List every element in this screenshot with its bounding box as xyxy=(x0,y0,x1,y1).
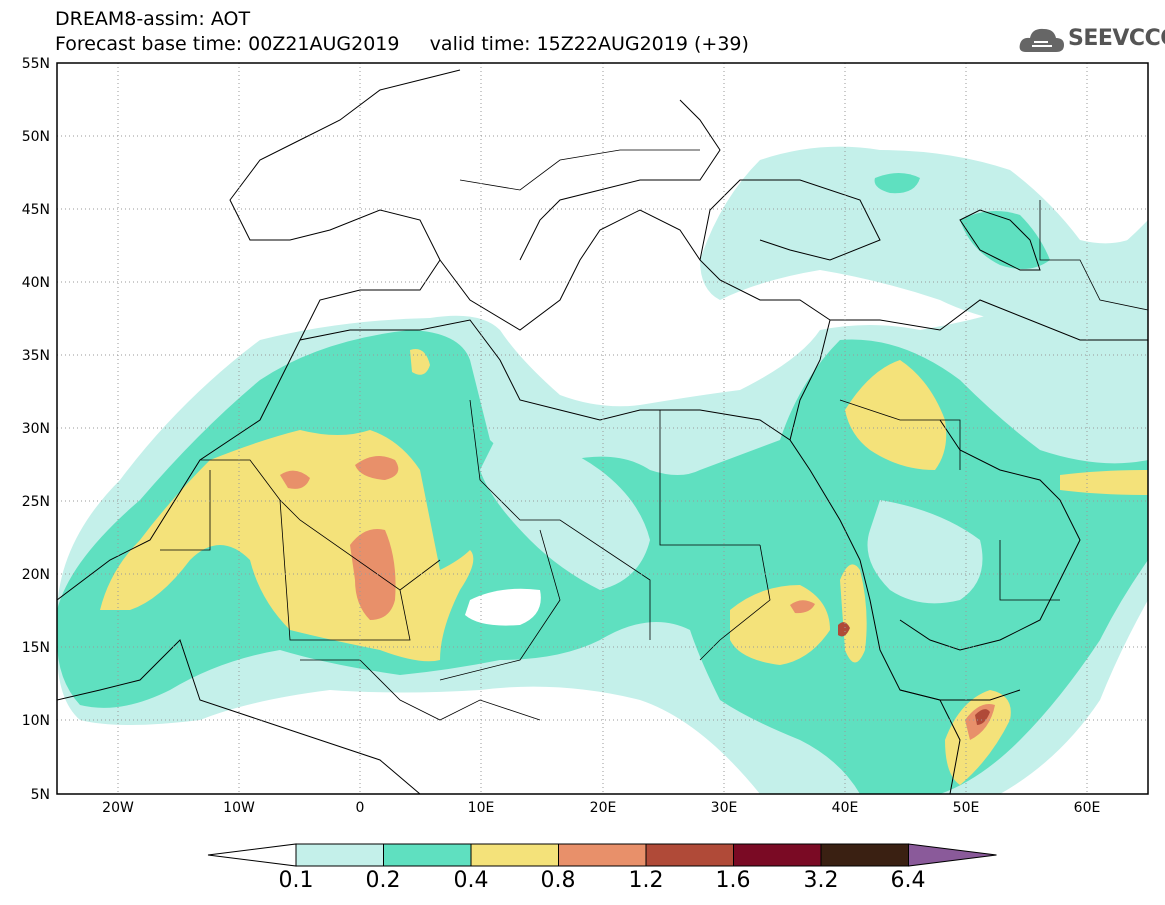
lat-label: 45N xyxy=(22,202,50,218)
colorbar-box xyxy=(733,843,822,867)
colorbar-box xyxy=(295,843,384,867)
colorbar-min-arrow xyxy=(207,843,297,867)
colorbar-tick-label: 0.1 xyxy=(278,868,314,893)
lat-label: 50N xyxy=(22,129,50,145)
borders xyxy=(160,149,1148,721)
aot-band-0.8-c xyxy=(280,470,310,489)
aot-band-0.4-oman xyxy=(1060,470,1148,495)
colorbar-tick-label: 6.4 xyxy=(890,868,926,893)
lon-label: 20E xyxy=(590,800,617,816)
colorbar-tick-label: 0.2 xyxy=(365,868,401,893)
lat-label: 25N xyxy=(22,494,50,510)
colorbar-box xyxy=(558,843,647,867)
aot-band-0.4-somalia xyxy=(945,690,1011,785)
lon-label: 20W xyxy=(102,800,134,816)
colorbar-tick-label: 1.2 xyxy=(628,868,664,893)
aot-band-0.4-redsea xyxy=(840,564,867,663)
aot-band-0.4-arabia xyxy=(845,360,947,470)
lat-label: 5N xyxy=(31,787,50,803)
lon-label: 40E xyxy=(832,800,859,816)
lon-label: 50E xyxy=(953,800,980,816)
lon-label: 10E xyxy=(468,800,495,816)
map-title: DREAM8-assim: AOT xyxy=(55,8,251,30)
aot-band-1.2-b xyxy=(838,622,850,637)
lon-label: 30E xyxy=(711,800,738,816)
colorbar-tick-label: 1.6 xyxy=(715,868,751,893)
colorbar-tick-label: 0.8 xyxy=(540,868,576,893)
cloud-icon xyxy=(1019,28,1064,52)
aot-band-0.2-caspian xyxy=(960,211,1050,269)
colorbar-box xyxy=(820,843,909,867)
lon-label: 10W xyxy=(223,800,255,816)
colorbar-tick-label: 3.2 xyxy=(803,868,839,893)
lon-label: 60E xyxy=(1074,800,1101,816)
lat-label: 20N xyxy=(22,567,50,583)
seevccc-logo: SEEVCCC xyxy=(1018,22,1165,58)
lat-label: 35N xyxy=(22,348,50,364)
colorbar-boxes xyxy=(207,843,997,867)
coastlines xyxy=(57,69,1148,794)
lat-label: 10N xyxy=(22,713,50,729)
aot-band-1.2 xyxy=(975,709,990,725)
lat-label: 15N xyxy=(22,640,50,656)
aot-band-0.2-blacksea xyxy=(874,173,920,194)
aot-band-0.1-north xyxy=(700,146,1148,330)
aot-band-0.8 xyxy=(350,529,396,620)
aot-band-0.8-b xyxy=(355,456,399,480)
lon-label: 0 xyxy=(356,800,365,816)
aot-band-0.8-d xyxy=(790,600,815,614)
colorbar-max-arrow xyxy=(908,843,997,867)
lat-label: 40N xyxy=(22,275,50,291)
lat-label: 55N xyxy=(22,56,50,72)
colorbar-box xyxy=(470,843,559,867)
map-frame xyxy=(56,62,1149,795)
colorbar-box xyxy=(383,843,472,867)
logo-text: SEEVCCC xyxy=(1068,26,1165,51)
lat-label: 30N xyxy=(22,421,50,437)
forecast-time-info: Forecast base time: 00Z21AUG2019 valid t… xyxy=(55,33,749,55)
colorbar-box xyxy=(645,843,734,867)
colorbar-tick-label: 0.4 xyxy=(453,868,489,893)
